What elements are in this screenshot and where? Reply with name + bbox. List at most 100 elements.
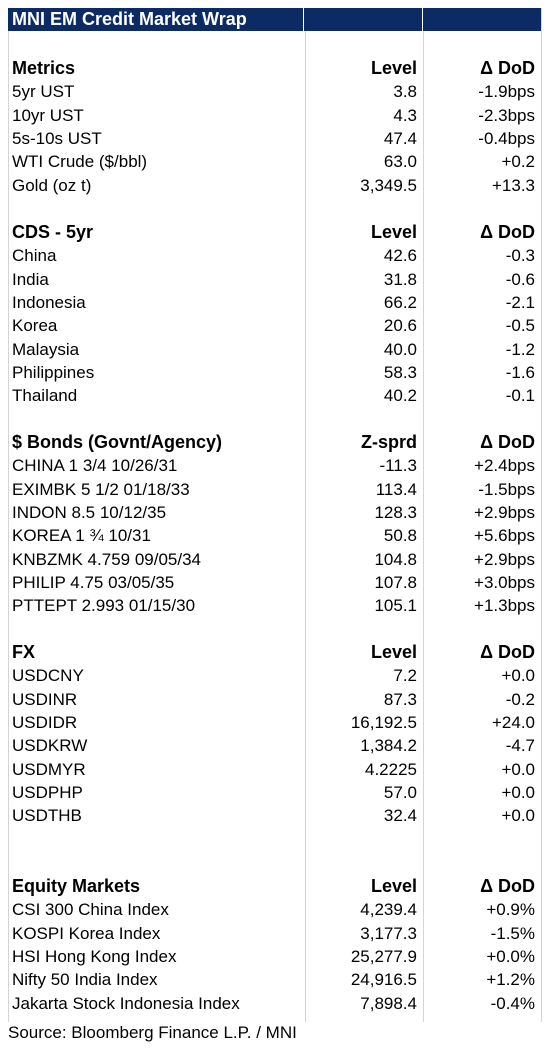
source-note: Source: Bloomberg Finance L.P. / MNI <box>8 1023 297 1042</box>
title-bar-cell <box>304 8 424 31</box>
table-row: KOREA 1 ¾ 10/31 50.8 +5.6bps <box>8 524 541 547</box>
row-change: -4.7 <box>505 736 535 756</box>
row-label: WTI Crude ($/bbl) <box>12 152 148 172</box>
table-row: Malaysia 40.0 -1.2 <box>8 338 541 361</box>
row-label: KOREA 1 ¾ 10/31 <box>12 526 151 546</box>
row-level: 20.6 <box>383 316 417 336</box>
table-row: CHINA 1 3/4 10/26/31 -11.3 +2.4bps <box>8 454 541 477</box>
row-change: +0.0 <box>501 806 535 826</box>
row-level: -11.3 <box>379 456 418 476</box>
section-header-metrics: Metrics Level Δ DoD <box>8 57 541 80</box>
row-level: 58.3 <box>383 362 417 382</box>
row-label: Thailand <box>12 386 78 406</box>
section-header-equity: Equity Markets Level Δ DoD <box>8 875 541 898</box>
table-row: USDPHP 57.0 +0.0 <box>8 781 541 804</box>
row-change: +0.0 <box>501 666 535 686</box>
row-level: 31.8 <box>383 269 417 289</box>
table-row: USDIDR 16,192.5 +24.0 <box>8 711 541 734</box>
header-cell: Δ DoD <box>480 432 535 453</box>
header-cell: Level <box>370 876 417 897</box>
row-label: Gold (oz t) <box>12 175 92 195</box>
row-label: 5s-10s UST <box>12 129 102 149</box>
row-change: -0.1 <box>505 386 535 406</box>
table-row: Gold (oz t) 3,349.5 +13.3 <box>8 174 541 197</box>
row-label: Nifty 50 India Index <box>12 970 158 990</box>
row-change: +24.0 <box>491 713 535 733</box>
row-change: +5.6bps <box>474 526 535 546</box>
row-label: Philippines <box>12 362 95 382</box>
row-change: -0.4bps <box>478 129 535 149</box>
row-level: 57.0 <box>383 782 417 802</box>
row-label: PHILIP 4.75 03/05/35 <box>12 572 175 592</box>
row-change: -2.1 <box>505 293 535 313</box>
header-cell: FX <box>12 642 36 663</box>
table-row: Korea 20.6 -0.5 <box>8 314 541 337</box>
row-level: 105.1 <box>374 596 417 616</box>
row-level: 63.0 <box>383 152 417 172</box>
header-cell: Δ DoD <box>480 58 535 79</box>
row-level: 25,277.9 <box>350 947 417 967</box>
row-label: 5yr UST <box>12 82 75 102</box>
table-row: 5yr UST 3.8 -1.9bps <box>8 80 541 103</box>
row-label: Indonesia <box>12 293 86 313</box>
row-change: -0.4% <box>490 993 535 1013</box>
row-change: -0.5 <box>505 316 535 336</box>
table-row: Indonesia 66.2 -2.1 <box>8 291 541 314</box>
row-level: 50.8 <box>383 526 417 546</box>
row-change: +0.2 <box>501 152 535 172</box>
table-row: 10yr UST 4.3 -2.3bps <box>8 104 541 127</box>
row-label: KOSPI Korea Index <box>12 923 161 943</box>
row-change: +3.0bps <box>474 572 535 592</box>
section-header-fx: FX Level Δ DoD <box>8 641 541 664</box>
row-label: USDTHB <box>12 806 82 826</box>
header-cell: Δ DoD <box>480 642 535 663</box>
row-level: 66.2 <box>383 293 417 313</box>
header-cell: Level <box>370 222 417 243</box>
header-cell: Equity Markets <box>12 876 141 897</box>
row-change: +0.0% <box>486 947 535 967</box>
row-label: USDMYR <box>12 759 86 779</box>
row-level: 42.6 <box>383 246 417 266</box>
row-level: 7.2 <box>393 666 417 686</box>
row-level: 40.2 <box>383 386 417 406</box>
page-title: MNI EM Credit Market Wrap <box>8 8 305 31</box>
row-change: -1.5% <box>490 923 535 943</box>
row-label: CHINA 1 3/4 10/26/31 <box>12 456 178 476</box>
row-level: 16,192.5 <box>350 713 417 733</box>
table-row: EXIMBK 5 1/2 01/18/33 113.4 -1.5bps <box>8 478 541 501</box>
row-level: 128.3 <box>374 503 417 523</box>
table-row: Jakarta Stock Indonesia Index 7,898.4 -0.4… <box>8 992 541 1015</box>
row-label: CSI 300 China Index <box>12 900 169 920</box>
header-cell: Level <box>370 642 417 663</box>
row-change: +0.0 <box>501 782 535 802</box>
table-row: Nifty 50 India Index 24,916.5 +1.2% <box>8 968 541 991</box>
table-row: USDMYR 4.2225 +0.0 <box>8 758 541 781</box>
title-bar: MNI EM Credit Market Wrap <box>8 8 542 31</box>
grid-line <box>541 8 542 1022</box>
row-change: -0.6 <box>505 269 535 289</box>
row-change: -0.2 <box>505 689 535 709</box>
row-level: 40.0 <box>383 339 417 359</box>
row-change: +2.9bps <box>474 549 535 569</box>
table-row: Philippines 58.3 -1.6 <box>8 361 541 384</box>
section-header-bonds: $ Bonds (Govnt/Agency) Z-sprd Δ DoD <box>8 431 541 454</box>
row-level: 3,349.5 <box>360 175 417 195</box>
row-level: 7,898.4 <box>360 993 417 1013</box>
header-cell: Level <box>370 58 417 79</box>
header-cell: CDS - 5yr <box>12 222 94 243</box>
row-level: 32.4 <box>383 806 417 826</box>
table-row: HSI Hong Kong Index 25,277.9 +0.0% <box>8 945 541 968</box>
row-change: -0.3 <box>505 246 535 266</box>
table-row: USDINR 87.3 -0.2 <box>8 688 541 711</box>
section-header-cds: CDS - 5yr Level Δ DoD <box>8 221 541 244</box>
row-label: Korea <box>12 316 58 336</box>
row-label: PTTEPT 2.993 01/15/30 <box>12 596 196 616</box>
row-change: +1.2% <box>486 970 535 990</box>
row-label: USDIDR <box>12 713 78 733</box>
row-level: 113.4 <box>375 479 417 499</box>
table-row: India 31.8 -0.6 <box>8 268 541 291</box>
row-label: Malaysia <box>12 339 80 359</box>
row-label: EXIMBK 5 1/2 01/18/33 <box>12 479 190 499</box>
row-level: 3.8 <box>393 82 417 102</box>
row-change: -1.6 <box>505 362 535 382</box>
